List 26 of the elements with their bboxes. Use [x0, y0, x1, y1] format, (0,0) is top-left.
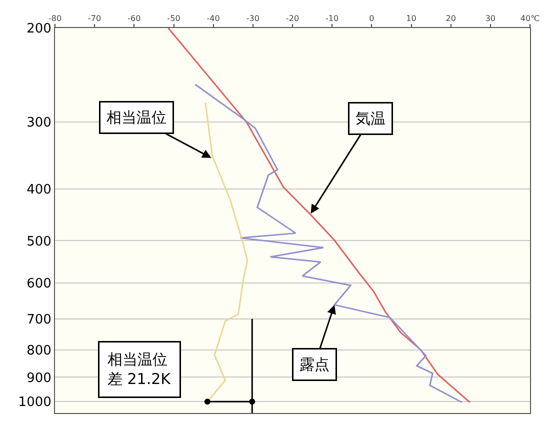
x-tick-label: 10 [406, 14, 416, 23]
x-tick-label: -10 [326, 14, 339, 23]
y-tick-label: 400 [26, 182, 52, 198]
x-tick-label: -30 [246, 14, 260, 23]
x-tick-label: 20 [446, 14, 456, 23]
y-tick-label: 900 [26, 370, 52, 386]
y-tick-label: 800 [26, 343, 52, 358]
x-tick-label: -50 [167, 14, 180, 23]
x-tick-label: 30 [485, 14, 496, 23]
x-tick-label: -40 [206, 14, 220, 23]
y-tick-label: 700 [26, 312, 52, 328]
x-tick-label: -20 [286, 14, 300, 23]
y-tick-label: 300 [26, 116, 52, 131]
annotation: 相当温位差 21.2K [108, 350, 172, 388]
x-tick-label: -80 [48, 14, 62, 23]
annotation: 露点 [300, 356, 330, 374]
y-tick-label: 500 [26, 234, 52, 250]
annotation: 気温 [356, 110, 386, 128]
y-tick-label: 1000 [18, 395, 52, 410]
annotation: 相当温位 [106, 108, 166, 126]
x-tick-label: -70 [88, 14, 102, 23]
x-tick-label: 40℃ [520, 14, 540, 23]
x-tick-label: 0 [369, 14, 374, 23]
y-tick-label: 200 [26, 22, 52, 37]
x-tick-label: -60 [128, 14, 141, 23]
y-tick-label: 600 [26, 276, 52, 292]
